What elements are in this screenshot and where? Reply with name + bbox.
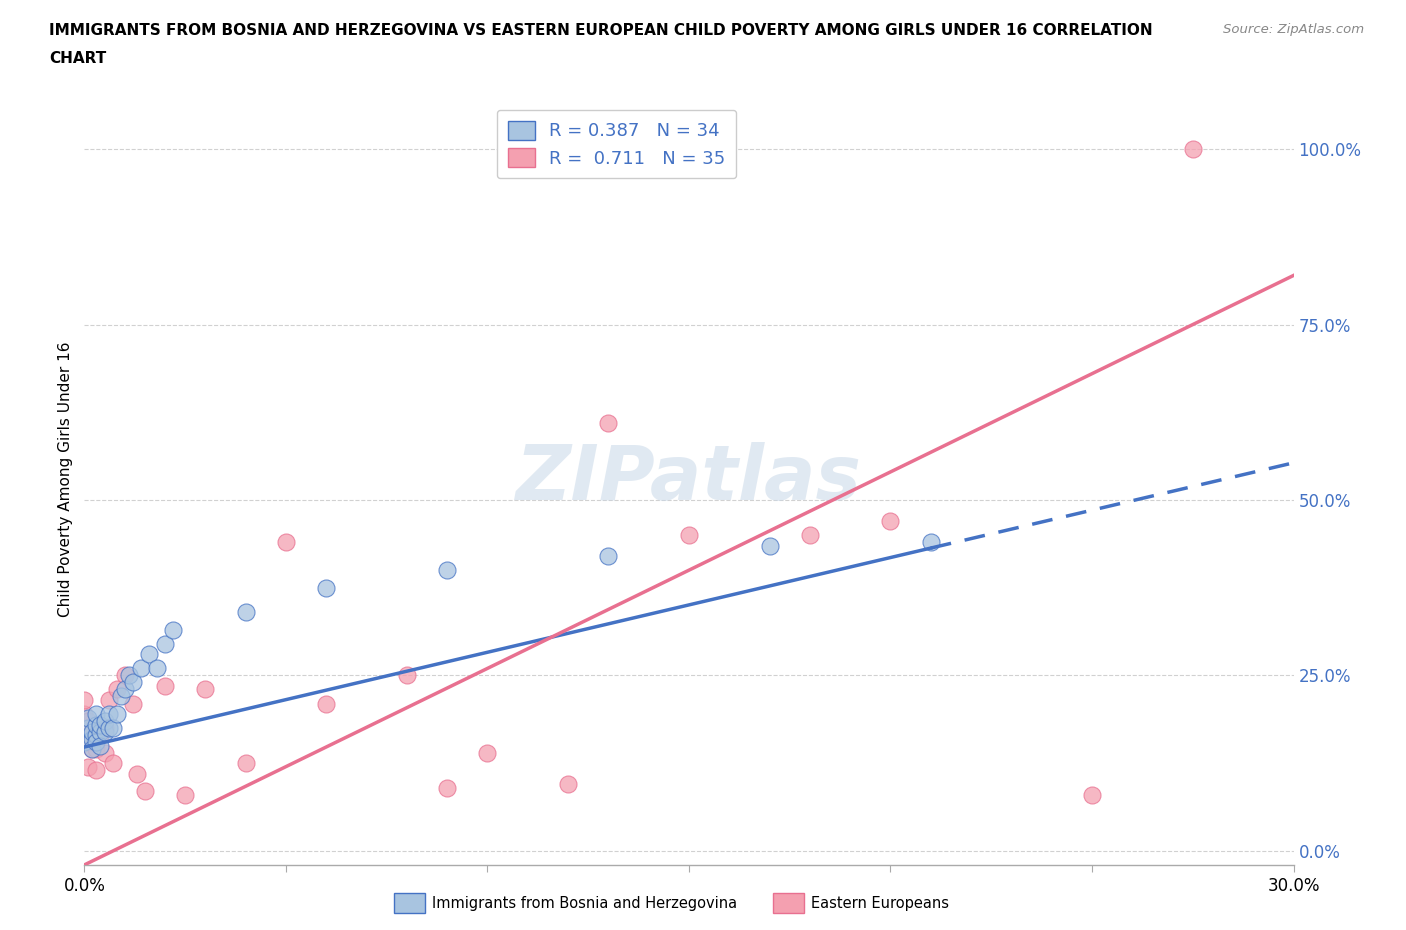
Point (89, 727, 111, 742)
Point (89, 717, 111, 732)
Point (101, 756, 124, 771)
Text: Eastern Europeans: Eastern Europeans (811, 896, 949, 910)
Point (73, 735, 96, 750)
Point (93, 724, 115, 739)
Point (146, 661, 169, 676)
Y-axis label: Child Poverty Among Girls Under 16: Child Poverty Among Girls Under 16 (58, 341, 73, 617)
Point (93, 721, 115, 736)
Point (194, 682, 217, 697)
Point (121, 696, 143, 711)
Point (73, 693, 96, 708)
Point (315, 696, 337, 711)
Point (162, 622, 184, 637)
Point (77, 713, 100, 728)
Point (86, 727, 108, 742)
Text: CHART: CHART (49, 51, 107, 66)
Point (86, 717, 108, 732)
Text: IMMIGRANTS FROM BOSNIA AND HERZEGOVINA VS EASTERN EUROPEAN CHILD POVERTY AMONG G: IMMIGRANTS FROM BOSNIA AND HERZEGOVINA V… (49, 23, 1153, 38)
Legend: R = 0.387   N = 34, R =  0.711   N = 35: R = 0.387 N = 34, R = 0.711 N = 35 (496, 110, 737, 179)
Point (82, 724, 104, 739)
Point (138, 647, 160, 662)
Point (598, 416, 620, 431)
Point (153, 636, 176, 651)
Point (89, 724, 111, 739)
Point (82, 727, 104, 742)
Point (125, 766, 148, 781)
Point (174, 788, 197, 803)
Point (129, 661, 152, 676)
Text: Source: ZipAtlas.com: Source: ZipAtlas.com (1223, 23, 1364, 36)
Point (436, 780, 458, 795)
Text: Immigrants from Bosnia and Herzegovina: Immigrants from Bosnia and Herzegovina (432, 896, 737, 910)
Point (436, 563, 458, 578)
Point (110, 689, 132, 704)
Text: ZIPatlas: ZIPatlas (516, 442, 862, 516)
Point (77, 721, 100, 736)
Point (920, 535, 942, 550)
Point (274, 535, 297, 550)
Point (86, 707, 108, 722)
Point (598, 549, 620, 564)
Point (758, 538, 780, 553)
Point (97, 707, 120, 722)
Point (114, 682, 136, 697)
Point (114, 668, 136, 683)
Point (93, 713, 115, 728)
Point (97, 721, 120, 736)
Point (678, 527, 700, 542)
Point (73, 707, 96, 722)
Point (477, 745, 499, 760)
Point (82, 742, 104, 757)
Point (153, 679, 176, 694)
Point (879, 513, 901, 528)
Point (97, 693, 120, 708)
Point (101, 721, 124, 736)
Point (93, 745, 115, 760)
Point (86, 735, 108, 750)
Point (77, 711, 100, 725)
Point (89, 738, 111, 753)
Point (121, 675, 143, 690)
Point (105, 682, 128, 697)
Point (86, 763, 108, 777)
Point (395, 668, 418, 683)
Point (118, 668, 141, 683)
Point (315, 580, 337, 595)
Point (235, 756, 257, 771)
Point (77, 735, 100, 750)
Point (799, 527, 821, 542)
Point (1081, 788, 1104, 803)
Point (134, 784, 156, 799)
Point (235, 604, 257, 619)
Point (82, 742, 104, 757)
Point (82, 731, 104, 746)
Point (105, 707, 128, 722)
Point (1181, 141, 1204, 156)
Point (86, 742, 108, 757)
Point (557, 777, 579, 791)
Point (77, 759, 100, 774)
